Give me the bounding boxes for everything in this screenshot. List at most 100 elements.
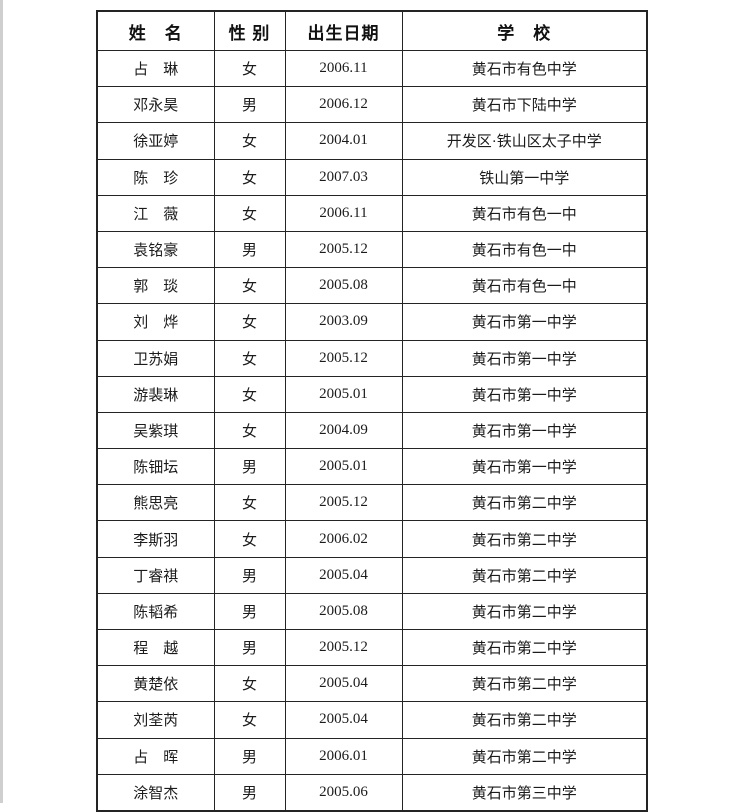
cell-name: 陈 珍 bbox=[96, 158, 215, 196]
cell-birth-date: 2005.08 bbox=[284, 267, 403, 305]
table-body: 占 琳女 2006.11 黄石市有色中学 邓永昊男 2006.12 黄石市下陆中学 徐亚婷女… bbox=[96, 49, 648, 812]
cell-school: 黄石市下陆中学 bbox=[401, 86, 648, 124]
cell-gender: 女 bbox=[213, 411, 286, 450]
table-row: 游裴琳女 2005.01 黄石市第一中学 bbox=[96, 375, 648, 413]
header-birth-date: 出生日期 bbox=[284, 10, 403, 51]
cell-name: 郭 琰 bbox=[96, 267, 215, 305]
cell-name: 李斯羽 bbox=[96, 520, 215, 558]
cell-school: 黄石市第二中学 bbox=[401, 665, 648, 703]
table-row: 邓永昊男 2006.12 黄石市下陆中学 bbox=[96, 86, 648, 124]
cell-gender: 男 bbox=[213, 737, 286, 775]
cell-birth-date: 2005.08 bbox=[284, 592, 403, 631]
cell-name: 袁铭豪 bbox=[96, 230, 215, 269]
cell-school: 黄石市第一中学 bbox=[401, 375, 648, 413]
cell-school: 黄石市第二中学 bbox=[401, 701, 648, 739]
table-header: 姓 名 性 别 出生日期 学 校 bbox=[96, 10, 648, 51]
table-row: 程 越男 2005.12 黄石市第二中学 bbox=[96, 628, 648, 667]
table-row: 徐亚婷女 2004.01 开发区·铁山区太子中学 bbox=[96, 122, 648, 160]
cell-school: 黄石市第一中学 bbox=[401, 303, 648, 341]
cell-name: 江 薇 bbox=[96, 194, 215, 232]
cell-name: 刘 烨 bbox=[96, 303, 215, 341]
cell-birth-date: 2004.09 bbox=[284, 411, 403, 450]
cell-gender: 女 bbox=[213, 375, 286, 413]
cell-name: 刘荃芮 bbox=[96, 701, 215, 739]
cell-birth-date: 2005.01 bbox=[284, 375, 403, 413]
cell-name: 卫苏娟 bbox=[96, 339, 215, 377]
cell-school: 黄石市第二中学 bbox=[401, 520, 648, 558]
cell-gender: 男 bbox=[213, 773, 286, 812]
cell-school: 黄石市第一中学 bbox=[401, 339, 648, 377]
cell-gender: 女 bbox=[213, 701, 286, 739]
page-edge-strip bbox=[0, 0, 3, 803]
cell-name: 程 越 bbox=[96, 628, 215, 667]
cell-gender: 女 bbox=[213, 194, 286, 232]
table-row: 占 琳女 2006.11 黄石市有色中学 bbox=[96, 49, 648, 88]
cell-birth-date: 2005.04 bbox=[284, 665, 403, 703]
cell-name: 游裴琳 bbox=[96, 375, 215, 413]
cell-name: 占 琳 bbox=[96, 49, 215, 88]
cell-gender: 女 bbox=[213, 303, 286, 341]
table-row: 刘荃芮女 2005.04 黄石市第二中学 bbox=[96, 701, 648, 739]
cell-school: 黄石市第二中学 bbox=[401, 484, 648, 522]
cell-school: 黄石市第一中学 bbox=[401, 448, 648, 486]
cell-school: 黄石市有色一中 bbox=[401, 194, 648, 232]
cell-birth-date: 2005.12 bbox=[284, 230, 403, 269]
cell-birth-date: 2006.11 bbox=[284, 49, 403, 88]
cell-name: 邓永昊 bbox=[96, 86, 215, 124]
cell-birth-date: 2006.01 bbox=[284, 737, 403, 775]
cell-gender: 女 bbox=[213, 49, 286, 88]
cell-school: 黄石市第一中学 bbox=[401, 411, 648, 450]
header-gender: 性 别 bbox=[213, 10, 286, 51]
cell-gender: 男 bbox=[213, 556, 286, 594]
cell-birth-date: 2005.12 bbox=[284, 484, 403, 522]
cell-birth-date: 2005.01 bbox=[284, 448, 403, 486]
cell-school: 黄石市有色一中 bbox=[401, 230, 648, 269]
cell-gender: 男 bbox=[213, 448, 286, 486]
cell-gender: 女 bbox=[213, 339, 286, 377]
cell-school: 黄石市第三中学 bbox=[401, 773, 648, 812]
table-row: 熊思亮女 2005.12 黄石市第二中学 bbox=[96, 484, 648, 522]
cell-gender: 男 bbox=[213, 230, 286, 269]
cell-birth-date: 2006.11 bbox=[284, 194, 403, 232]
header-name: 姓 名 bbox=[96, 10, 215, 51]
cell-name: 陈韬希 bbox=[96, 592, 215, 631]
table-row: 占 晖男 2006.01 黄石市第二中学 bbox=[96, 737, 648, 775]
cell-gender: 女 bbox=[213, 122, 286, 160]
cell-school: 黄石市有色中学 bbox=[401, 49, 648, 88]
cell-name: 涂智杰 bbox=[96, 773, 215, 812]
cell-birth-date: 2005.04 bbox=[284, 701, 403, 739]
cell-birth-date: 2005.12 bbox=[284, 339, 403, 377]
cell-birth-date: 2006.12 bbox=[284, 86, 403, 124]
cell-school: 开发区·铁山区太子中学 bbox=[401, 122, 648, 160]
header-school: 学 校 bbox=[401, 10, 648, 51]
cell-name: 吴紫琪 bbox=[96, 411, 215, 450]
table-row: 卫苏娟女 2005.12 黄石市第一中学 bbox=[96, 339, 648, 377]
cell-birth-date: 2006.02 bbox=[284, 520, 403, 558]
cell-gender: 女 bbox=[213, 267, 286, 305]
cell-name: 占 晖 bbox=[96, 737, 215, 775]
cell-name: 黄楚依 bbox=[96, 665, 215, 703]
table-row: 李斯羽女 2006.02 黄石市第二中学 bbox=[96, 520, 648, 558]
cell-gender: 女 bbox=[213, 158, 286, 196]
cell-name: 徐亚婷 bbox=[96, 122, 215, 160]
table-row: 陈钿坛男 2005.01 黄石市第一中学 bbox=[96, 448, 648, 486]
table-row: 郭 琰女 2005.08 黄石市有色一中 bbox=[96, 267, 648, 305]
cell-school: 黄石市第二中学 bbox=[401, 737, 648, 775]
cell-school: 铁山第一中学 bbox=[401, 158, 648, 196]
cell-birth-date: 2007.03 bbox=[284, 158, 403, 196]
cell-gender: 男 bbox=[213, 86, 286, 124]
cell-school: 黄石市第二中学 bbox=[401, 556, 648, 594]
table-row: 江 薇女 2006.11 黄石市有色一中 bbox=[96, 194, 648, 232]
table-row: 陈韬希男 2005.08 黄石市第二中学 bbox=[96, 592, 648, 631]
cell-gender: 女 bbox=[213, 665, 286, 703]
cell-school: 黄石市第二中学 bbox=[401, 592, 648, 631]
cell-name: 陈钿坛 bbox=[96, 448, 215, 486]
table-row: 吴紫琪女 2004.09 黄石市第一中学 bbox=[96, 411, 648, 450]
cell-gender: 男 bbox=[213, 628, 286, 667]
table-row: 刘 烨女 2003.09 黄石市第一中学 bbox=[96, 303, 648, 341]
cell-birth-date: 2005.06 bbox=[284, 773, 403, 812]
cell-birth-date: 2003.09 bbox=[284, 303, 403, 341]
table-header-row: 姓 名 性 别 出生日期 学 校 bbox=[96, 10, 648, 51]
cell-name: 熊思亮 bbox=[96, 484, 215, 522]
table-row: 丁睿祺男 2005.04 黄石市第二中学 bbox=[96, 556, 648, 594]
